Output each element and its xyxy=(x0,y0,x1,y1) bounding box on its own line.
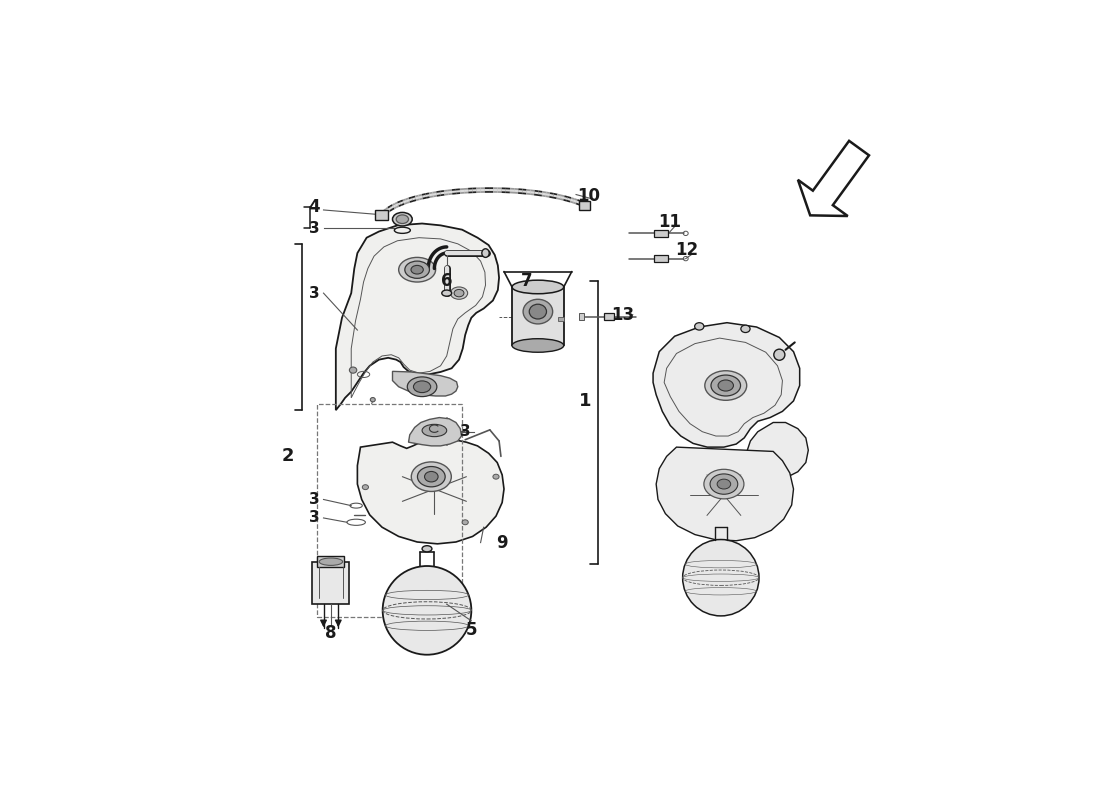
Text: 2: 2 xyxy=(282,447,294,466)
Ellipse shape xyxy=(414,381,431,393)
Ellipse shape xyxy=(407,377,437,397)
Ellipse shape xyxy=(524,299,552,324)
Ellipse shape xyxy=(411,266,424,274)
Ellipse shape xyxy=(417,466,446,487)
Text: 9: 9 xyxy=(496,534,508,552)
Ellipse shape xyxy=(362,485,369,490)
Ellipse shape xyxy=(454,290,464,297)
Polygon shape xyxy=(656,447,793,541)
Text: 8: 8 xyxy=(326,624,337,642)
Ellipse shape xyxy=(711,375,740,396)
Polygon shape xyxy=(358,439,504,544)
Bar xyxy=(312,562,350,604)
Text: 10: 10 xyxy=(576,186,600,205)
Text: 3: 3 xyxy=(460,424,471,439)
Bar xyxy=(579,314,584,320)
Text: 4: 4 xyxy=(308,198,320,216)
Ellipse shape xyxy=(717,479,730,489)
Ellipse shape xyxy=(705,370,747,400)
Bar xyxy=(653,230,669,237)
Ellipse shape xyxy=(773,349,785,360)
Ellipse shape xyxy=(695,322,704,330)
Ellipse shape xyxy=(512,280,563,294)
Ellipse shape xyxy=(393,213,412,226)
Ellipse shape xyxy=(422,424,447,437)
Ellipse shape xyxy=(718,380,734,391)
Bar xyxy=(375,210,388,220)
Ellipse shape xyxy=(396,215,408,223)
Ellipse shape xyxy=(425,471,438,482)
Bar xyxy=(317,556,344,567)
Ellipse shape xyxy=(462,520,469,525)
Bar xyxy=(512,287,563,346)
Text: 3: 3 xyxy=(309,221,320,236)
Ellipse shape xyxy=(405,261,429,278)
Ellipse shape xyxy=(704,470,744,499)
Bar xyxy=(317,404,462,617)
Ellipse shape xyxy=(482,249,490,258)
Bar xyxy=(558,317,563,321)
Ellipse shape xyxy=(442,290,452,296)
Text: 3: 3 xyxy=(309,286,320,301)
Ellipse shape xyxy=(512,338,563,352)
Polygon shape xyxy=(798,141,869,216)
Bar xyxy=(579,202,591,210)
Bar xyxy=(653,255,669,262)
Ellipse shape xyxy=(398,258,436,282)
Ellipse shape xyxy=(493,474,499,479)
Circle shape xyxy=(383,566,471,654)
Ellipse shape xyxy=(711,474,738,494)
Text: 11: 11 xyxy=(658,214,681,231)
Text: 5: 5 xyxy=(465,621,477,639)
Polygon shape xyxy=(747,422,808,479)
Text: 3: 3 xyxy=(309,492,320,507)
Ellipse shape xyxy=(422,546,432,552)
Text: 12: 12 xyxy=(675,241,698,259)
Text: 13: 13 xyxy=(612,306,635,324)
Text: 1: 1 xyxy=(579,392,592,410)
Ellipse shape xyxy=(529,304,547,319)
Polygon shape xyxy=(393,371,458,396)
Ellipse shape xyxy=(740,325,750,333)
Ellipse shape xyxy=(450,287,468,299)
Text: 3: 3 xyxy=(309,510,320,526)
Polygon shape xyxy=(336,223,499,410)
Circle shape xyxy=(683,539,759,616)
Ellipse shape xyxy=(350,367,356,373)
Polygon shape xyxy=(653,322,800,447)
Ellipse shape xyxy=(319,558,342,566)
Ellipse shape xyxy=(371,398,375,402)
Text: 6: 6 xyxy=(441,272,452,290)
Text: 7: 7 xyxy=(521,272,532,290)
Polygon shape xyxy=(408,418,462,446)
Ellipse shape xyxy=(411,462,451,491)
Bar xyxy=(604,313,614,320)
